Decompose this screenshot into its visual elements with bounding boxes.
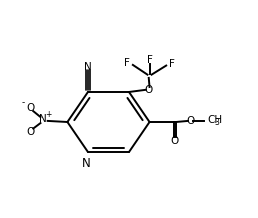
Text: O: O	[187, 116, 195, 126]
Text: N: N	[84, 62, 92, 72]
Text: -: -	[22, 99, 25, 107]
Text: N: N	[39, 114, 47, 124]
Text: O: O	[26, 127, 34, 137]
Text: +: +	[45, 110, 52, 119]
Text: O: O	[26, 103, 34, 113]
Text: O: O	[144, 85, 152, 95]
Text: N: N	[82, 157, 91, 170]
Text: 3: 3	[214, 118, 219, 127]
Text: F: F	[169, 59, 175, 69]
Text: F: F	[124, 58, 130, 68]
Text: CH: CH	[207, 116, 222, 126]
Text: O: O	[171, 136, 179, 146]
Text: F: F	[147, 55, 152, 65]
